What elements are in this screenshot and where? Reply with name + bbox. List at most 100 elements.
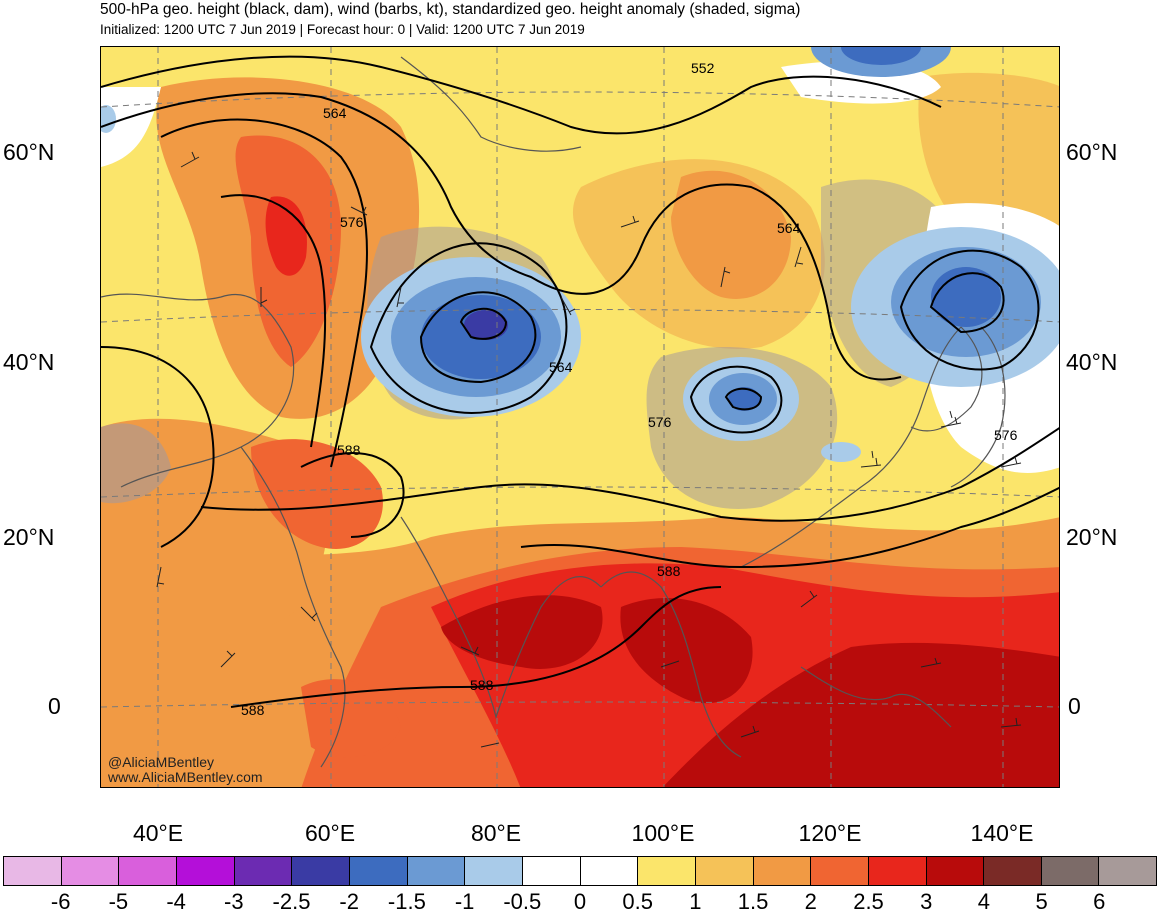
colorbar-segment [1041, 857, 1100, 885]
coast-indochina [600, 571, 742, 758]
contour-588 [520, 486, 1059, 569]
colorbar-tick-label: -1.5 [387, 889, 426, 914]
wind-barb [860, 450, 882, 468]
contour-low-2-inner [724, 387, 763, 411]
lat-label-right-20n: 20°N [1066, 524, 1118, 550]
contour-label-576-b: 576 [648, 414, 672, 430]
lon-label-60e: 60°E [304, 820, 356, 846]
lat-label-left-20n: 20°N [3, 524, 55, 550]
wind-barb [460, 646, 480, 656]
coast-india [400, 516, 602, 720]
colorbar-tick-label: 0 [573, 889, 587, 914]
contour-low-3-outer [899, 249, 1040, 371]
wind-barb [480, 742, 500, 748]
contour-label-588-c: 588 [470, 677, 494, 693]
wind-barb [620, 215, 640, 228]
map-panel: 552 564 564 576 564 576 588 576 588 588 … [100, 46, 1060, 788]
wind-barb [350, 206, 368, 216]
colorbar-segment [119, 857, 177, 885]
lat-label-right-0: 0 [1068, 693, 1081, 719]
lon-label-40e: 40°E [132, 820, 184, 846]
lat-label-left-60n: 60°N [3, 139, 55, 165]
contour-label-564-c: 564 [549, 359, 573, 375]
contour-564b [160, 118, 368, 468]
colorbar [3, 856, 1157, 886]
wind-barb [800, 590, 818, 608]
colorbar-tick-label: -2.5 [272, 889, 311, 914]
lat-label-left-40n: 40°N [3, 349, 55, 375]
contour-label-588-b: 588 [657, 563, 681, 579]
contour-label-564-b: 564 [777, 220, 801, 236]
colorbar-segment [522, 857, 581, 885]
anomaly-neutral-mideast [101, 423, 171, 504]
wind-barb [740, 725, 760, 738]
lon-label-120e: 120°E [798, 820, 862, 846]
contour-576b [101, 346, 215, 548]
colorbar-tick-label: -6 [50, 889, 71, 914]
wind-barb [794, 246, 804, 268]
wind-barb [1000, 456, 1022, 468]
coast-japan [950, 326, 1006, 488]
wind-barb [180, 151, 200, 168]
anomaly-siberia-1p5 [671, 170, 791, 299]
colorbar-tick-label: -1 [454, 889, 475, 914]
anomaly-low-6-m0p5 [821, 442, 861, 462]
colorbar-segment [61, 857, 120, 885]
colorbar-tick-label: -0.5 [503, 889, 542, 914]
anomaly-low-4-m1p5 [841, 47, 921, 65]
credit-website: www.AliciaMBentley.com [108, 769, 263, 785]
colorbar-segment [753, 857, 812, 885]
wind-barb [1000, 717, 1022, 728]
anomaly-indochina-3 [620, 598, 753, 704]
colorbar-segment [349, 857, 408, 885]
contour-588b [230, 586, 722, 708]
colorbar-segment [407, 857, 466, 885]
contour-label-576-a: 576 [340, 214, 364, 230]
credit-handle: @AliciaMBentley [108, 754, 215, 770]
colorbar-tick-label: 6 [1093, 889, 1106, 914]
contour-low-2-outer [689, 365, 783, 434]
anomaly-low-1-m2p5 [464, 310, 508, 340]
coastlines [101, 56, 1006, 768]
contour-label-576-c: 576 [994, 427, 1018, 443]
anomaly-low-2-m1p5 [728, 387, 760, 411]
lon-label-140e: 140°E [970, 820, 1034, 846]
colorbar-segment [984, 857, 1042, 885]
colorbar-tick-label: 2.5 [853, 889, 884, 914]
map-svg: 552 564 564 576 564 576 588 576 588 588 … [101, 47, 1059, 787]
coast-europe [101, 293, 295, 488]
colorbar-tick-label: 1.5 [737, 889, 769, 914]
anomaly-pacific-3 [662, 642, 1059, 787]
colorbar-tick-label: 3 [920, 889, 933, 914]
coast-china [740, 326, 962, 568]
colorbar-tick-label: -3 [224, 889, 244, 914]
wind-barb [660, 660, 680, 668]
colorbar-segment [292, 857, 350, 885]
anomaly-africa-2 [301, 679, 401, 758]
anomaly-russia-2p5 [265, 196, 307, 276]
colorbar-segment [926, 857, 985, 885]
colorbar-segment [695, 857, 754, 885]
lat-label-right-40n: 40°N [1066, 349, 1118, 375]
lat-label-right-60n: 60°N [1066, 139, 1118, 165]
anomaly-india-3 [441, 595, 603, 669]
wind-barbs [156, 151, 1022, 748]
contour-label-588-a: 588 [337, 442, 361, 458]
wind-barb [720, 266, 731, 288]
coast-arctic [400, 56, 582, 152]
lat-label-left-0: 0 [48, 693, 61, 719]
colorbar-segment [176, 857, 235, 885]
contour-564 [101, 92, 902, 381]
colorbar-segment [811, 857, 869, 885]
colorbar-tick-label: -4 [166, 889, 186, 914]
contour-low-1-inner [459, 307, 508, 340]
anomaly-low-3-m1p5 [931, 267, 1001, 327]
graticule [101, 47, 1059, 787]
colorbar-tick-label: -2 [339, 889, 359, 914]
chart-subtitle: Initialized: 1200 UTC 7 Jun 2019 | Forec… [100, 22, 585, 37]
wind-barb [300, 606, 318, 622]
coast-indonesia [800, 666, 952, 728]
colorbar-segment [638, 857, 696, 885]
contour-labels: 552 564 564 576 564 576 588 576 588 588 … [241, 60, 1018, 718]
wind-barb [920, 657, 942, 668]
